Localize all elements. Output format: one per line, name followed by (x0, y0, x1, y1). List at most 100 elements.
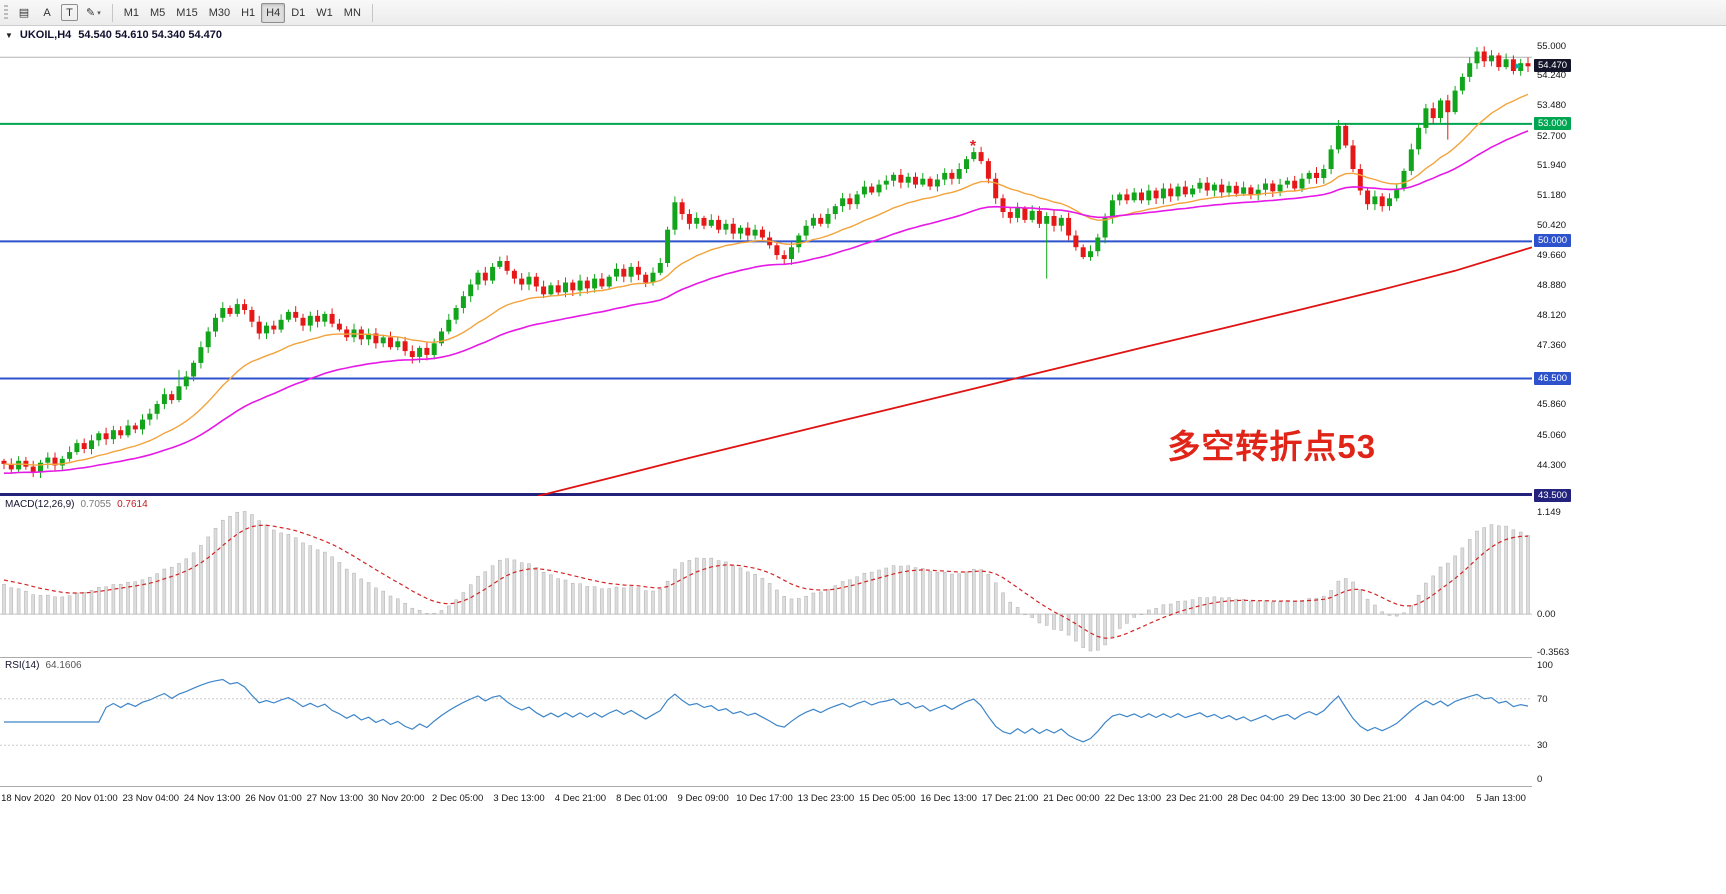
price-badge: 54.470 (1534, 59, 1572, 73)
price-axis-label: 53.480 (1537, 100, 1567, 112)
pencil-icon: ✎ (86, 7, 96, 19)
rsi-label: RSI(14) (5, 660, 40, 671)
rsi-panel[interactable]: RSI(14) 64.1606 (0, 658, 1532, 786)
time-axis-label: 24 Nov 13:00 (183, 793, 241, 804)
draw-tool-button[interactable]: ✎ ▾ (81, 3, 106, 23)
time-axis-label: 2 Dec 05:00 (432, 793, 484, 804)
toolbar-separator (111, 3, 113, 22)
price-axis-label: 51.180 (1537, 190, 1567, 202)
time-axis-label: 27 Nov 13:00 (306, 793, 364, 804)
rsi-header: RSI(14) 64.1606 (5, 660, 82, 671)
time-axis-label: 28 Dec 04:00 (1227, 793, 1284, 804)
time-axis-label: 8 Dec 01:00 (616, 793, 668, 804)
timeframe-m15-button[interactable]: M15 (171, 3, 202, 23)
toolbar-grip[interactable] (4, 4, 8, 21)
price-badge: 53.000 (1534, 116, 1572, 130)
macd-main-value: 0.7055 (80, 499, 112, 510)
timeframe-mn-button[interactable]: MN (339, 3, 366, 23)
macd-header: MACD(12,26,9) 0.7055 0.7614 (5, 499, 148, 510)
price-axis-label: 45.860 (1537, 398, 1567, 410)
font-tool-button[interactable]: A (36, 3, 58, 23)
price-badge: 46.500 (1534, 371, 1572, 385)
rsi-value: 64.1606 (45, 660, 82, 671)
time-axis-label: 30 Dec 21:00 (1350, 793, 1407, 804)
time-axis-label: 3 Dec 13:00 (493, 793, 545, 804)
rsi-axis-label: 100 (1537, 660, 1553, 671)
macd-histogram (2, 511, 1530, 652)
panel-separator[interactable] (0, 786, 1578, 787)
chart-header: ▼ UKOIL,H4 54.540 54.610 54.340 54.470 (5, 29, 222, 41)
time-axis-label: 4 Jan 04:00 (1414, 793, 1465, 804)
time-axis[interactable]: 18 Nov 2020 20 Nov 01:00 23 Nov 04:00 24 No… (0, 787, 1726, 813)
time-axis-label: 18 Nov 2020 (1, 793, 55, 804)
timeframe-w1-button[interactable]: W1 (311, 3, 338, 23)
timeframe-m5-button[interactable]: M5 (145, 3, 170, 23)
timeframe-h4-button[interactable]: H4 (261, 2, 286, 23)
main-toolbar: ▤ A T ✎ ▾ M1 M5 M15 M30 H1 H4 D1 W1 MN (0, 0, 1726, 26)
time-axis-label: 23 Dec 21:00 (1165, 793, 1223, 804)
time-axis-label: 5 Jan 13:00 (1476, 793, 1526, 804)
price-arrow-icon: ► (1513, 61, 1524, 73)
chart-mode-icon[interactable]: ▤ (13, 3, 35, 23)
rsi-line (4, 678, 1529, 743)
price-axis-label: 48.880 (1537, 280, 1567, 292)
candlestick-chart[interactable] (0, 26, 1532, 496)
chevron-down-icon: ▾ (97, 9, 101, 17)
price-axis-label: 45.060 (1537, 429, 1567, 441)
price-axis-label: 47.360 (1537, 339, 1567, 351)
price-axis-label: 51.940 (1537, 160, 1567, 172)
rsi-axis-label: 0 (1537, 774, 1543, 785)
timeframe-m1-button[interactable]: M1 (119, 3, 144, 23)
macd-signal-line (3, 524, 1529, 639)
macd-panel[interactable]: MACD(12,26,9) 0.7055 0.7614 (0, 497, 1532, 657)
price-axis-label: 54.240 (1537, 70, 1567, 82)
time-axis-label: 20 Nov 01:00 (61, 793, 118, 804)
time-axis-label: 4 Dec 21:00 (554, 793, 607, 804)
time-axis-label: 29 Dec 13:00 (1288, 793, 1346, 804)
price-badge: 50.000 (1534, 234, 1572, 248)
macd-label: MACD(12,26,9) (5, 499, 75, 510)
time-axis-label: 30 Nov 20:00 (368, 793, 425, 804)
macd-signal-value: 0.7614 (117, 499, 148, 510)
rsi-axis-label: 30 (1537, 740, 1548, 752)
time-axis-label: 21 Dec 00:00 (1043, 793, 1100, 804)
timeframe-h1-button[interactable]: H1 (236, 3, 260, 23)
rsi-chart[interactable] (0, 658, 1532, 786)
price-axis-label: 52.700 (1537, 130, 1567, 142)
symbol-label: UKOIL,H4 (19, 29, 72, 41)
price-axis-label: 48.120 (1537, 310, 1567, 322)
time-axis-label: 17 Dec 21:00 (981, 793, 1039, 804)
time-axis-label: 22 Dec 13:00 (1104, 793, 1162, 804)
time-axis-label: 16 Dec 13:00 (920, 793, 977, 804)
time-axis-label: 9 Dec 09:00 (677, 793, 729, 804)
timeframe-m30-button[interactable]: M30 (204, 3, 235, 23)
rsi-axis-label: 70 (1537, 693, 1548, 705)
toolbar-separator (371, 3, 373, 22)
timeframe-d1-button[interactable]: D1 (286, 3, 310, 23)
peak-asterisk-marker: * (969, 138, 977, 156)
price-axis-label: 50.420 (1537, 219, 1567, 231)
rsi-levels (0, 698, 1532, 746)
time-axis-label: 26 Nov 01:00 (245, 793, 302, 804)
ohlc-values: 54.540 54.610 54.340 54.470 (78, 29, 223, 41)
time-axis-label: 15 Dec 05:00 (859, 793, 916, 804)
macd-axis-label: -0.3563 (1537, 647, 1570, 658)
price-axis-label: 49.660 (1537, 249, 1567, 261)
macd-chart[interactable] (0, 497, 1532, 657)
time-axis-label: 10 Dec 17:00 (736, 793, 793, 804)
panel-separator[interactable] (0, 657, 1578, 658)
price-badge: 43.500 (1534, 489, 1572, 502)
text-tool-button[interactable]: T (61, 4, 78, 21)
symbol-menu-caret-icon[interactable]: ▼ (5, 30, 13, 40)
price-axis-label: 55.000 (1537, 40, 1567, 52)
candlesticks (1, 46, 1531, 478)
moving-averages (3, 93, 1532, 496)
macd-axis-label: 0.00 (1537, 609, 1556, 621)
chinese-annotation: 多空转折点53 (1167, 428, 1377, 466)
macd-axis-label: 1.149 (1537, 507, 1561, 518)
price-chart-panel[interactable]: ▼ UKOIL,H4 54.540 54.610 54.340 54.470 多… (0, 26, 1532, 496)
price-axis[interactable]: 55.000 54.240 53.480 52.700 51.940 51.180 50.4… (1532, 26, 1612, 813)
time-axis-label: 23 Nov 04:00 (122, 793, 180, 804)
time-axis-label: 13 Dec 23:00 (797, 793, 855, 804)
